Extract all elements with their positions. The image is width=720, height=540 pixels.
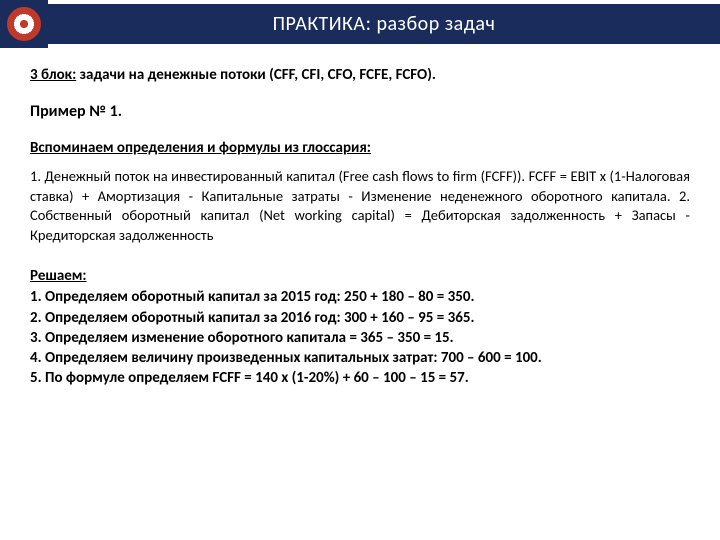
recall-heading: Вспоминаем определения и формулы из глос… bbox=[30, 139, 690, 157]
block-line: 3 блок: задачи на денежные потоки (CFF, … bbox=[30, 66, 690, 84]
solve-heading: Решаем: bbox=[30, 267, 690, 285]
block-text: задачи на денежные потоки (CFF, CFI, CFO… bbox=[80, 66, 436, 84]
step-item: 1. Определяем оборотный капитал за 2015 … bbox=[30, 287, 690, 307]
solve-steps: 1. Определяем оборотный капитал за 2015 … bbox=[30, 287, 690, 388]
example-heading: Пример № 1. bbox=[30, 102, 690, 121]
block-label: 3 блок: bbox=[30, 66, 76, 84]
slide-header: ПРАКТИКА: разбор задач bbox=[0, 0, 720, 48]
definitions-paragraph: 1. Денежный поток на инвестированный кап… bbox=[30, 167, 690, 245]
step-item: 5. По формуле определяем FCFF = 140 x (1… bbox=[30, 368, 690, 388]
slide-content: 3 блок: задачи на денежные потоки (CFF, … bbox=[0, 48, 720, 389]
slide-title: ПРАКТИКА: разбор задач bbox=[48, 4, 720, 44]
step-item: 2. Определяем оборотный капитал за 2016 … bbox=[30, 308, 690, 328]
step-item: 4. Определяем величину произведенных кап… bbox=[30, 348, 690, 368]
step-item: 3. Определяем изменение оборотного капит… bbox=[30, 328, 690, 348]
logo-box bbox=[0, 0, 48, 48]
logo-icon bbox=[7, 7, 41, 41]
slide: ПРАКТИКА: разбор задач 3 блок: задачи на… bbox=[0, 0, 720, 540]
